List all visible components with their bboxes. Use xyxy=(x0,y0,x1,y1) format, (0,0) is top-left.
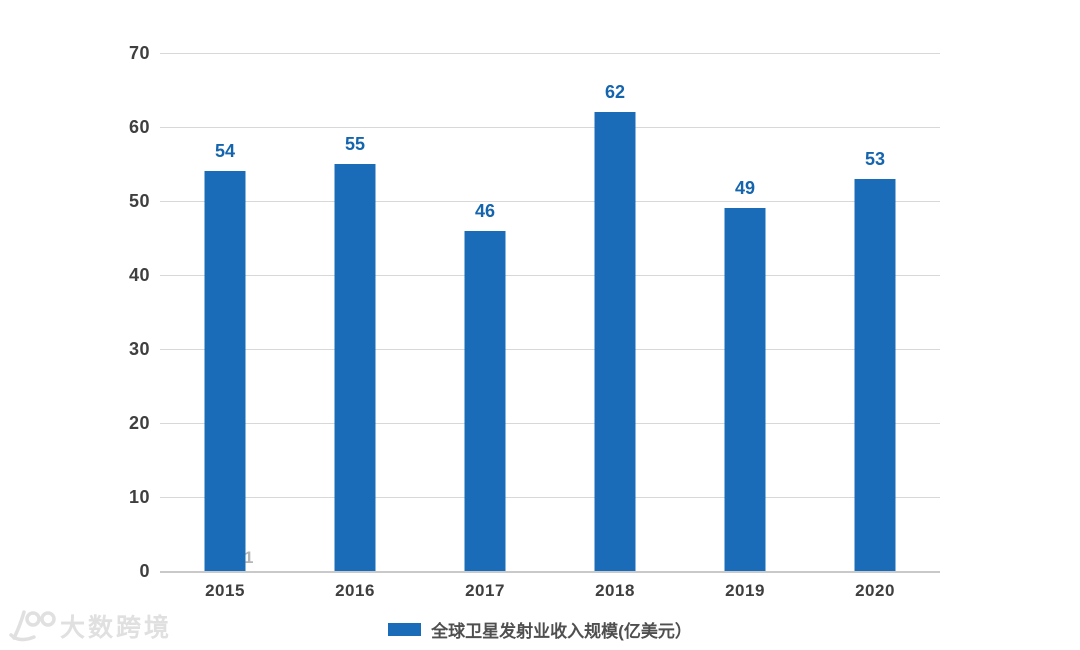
bar-2017 xyxy=(464,230,506,571)
bar-2019 xyxy=(724,208,766,571)
x-tick-label-2020: 2020 xyxy=(855,581,895,600)
x-tick-label-2019: 2019 xyxy=(725,581,765,600)
x-tick-label-2018: 2018 xyxy=(595,581,635,600)
y-tick-label-40: 40 xyxy=(128,265,150,285)
y-tick-label-20: 20 xyxy=(128,413,150,433)
gridline-10 xyxy=(160,497,940,498)
y-tick-label-0: 0 xyxy=(139,561,150,581)
brand-watermark: 大数跨境 xyxy=(6,608,172,644)
brand-logo-icon xyxy=(9,610,56,642)
value-label-2017: 46 xyxy=(474,200,496,221)
y-tick-label-10: 10 xyxy=(128,487,150,507)
x-tick-label-2016: 2016 xyxy=(335,581,375,600)
x-axis-labels: 2015 2016 2017 2018 2019 2020 xyxy=(160,581,940,601)
legend-swatch xyxy=(388,623,422,636)
y-axis-labels: 0 10 20 30 40 50 60 70 xyxy=(0,43,150,581)
x-tick-label-2017: 2017 xyxy=(465,581,505,600)
legend-label: 全球卫星发射业收入规模(亿美元） xyxy=(431,622,692,641)
y-tick-label-60: 60 xyxy=(128,117,150,137)
value-label-2020: 53 xyxy=(864,148,886,169)
plot-area: 54 55 46 62 49 53 xyxy=(160,53,940,573)
gridline-40 xyxy=(160,275,940,276)
value-label-2015: 54 xyxy=(214,141,236,162)
bar-slot-2020: 53 xyxy=(810,53,940,571)
bar-slot-2019: 49 xyxy=(680,53,810,571)
brand-watermark-text: 大数跨境 xyxy=(60,614,173,642)
y-tick-label-70: 70 xyxy=(128,43,150,63)
bar-slot-2015: 54 xyxy=(160,53,290,571)
bar-2015 xyxy=(204,171,246,571)
gridline-70 xyxy=(160,53,940,54)
bar-slot-2016: 55 xyxy=(290,53,420,571)
x-tick-label-2015: 2015 xyxy=(205,581,245,600)
bar-slot-2017: 46 xyxy=(420,53,550,571)
y-tick-label-30: 30 xyxy=(128,339,150,359)
bar-2016 xyxy=(334,164,376,571)
gridline-60 xyxy=(160,127,940,128)
bar-2020 xyxy=(854,178,896,571)
gridline-30 xyxy=(160,349,940,350)
legend: 全球卫星发射业收入规模(亿美元） xyxy=(0,617,1080,642)
value-label-2016: 55 xyxy=(344,134,366,154)
bar-2018 xyxy=(594,112,636,571)
value-label-2019: 49 xyxy=(734,178,756,199)
gridline-50 xyxy=(160,201,940,202)
gridline-20 xyxy=(160,423,940,424)
stray-watermark-digit: 1 xyxy=(244,548,254,567)
bar-slot-2018: 62 xyxy=(550,53,680,571)
bar-series: 54 55 46 62 49 53 xyxy=(160,53,940,571)
value-label-2018: 62 xyxy=(604,82,626,103)
y-tick-label-50: 50 xyxy=(128,191,150,211)
